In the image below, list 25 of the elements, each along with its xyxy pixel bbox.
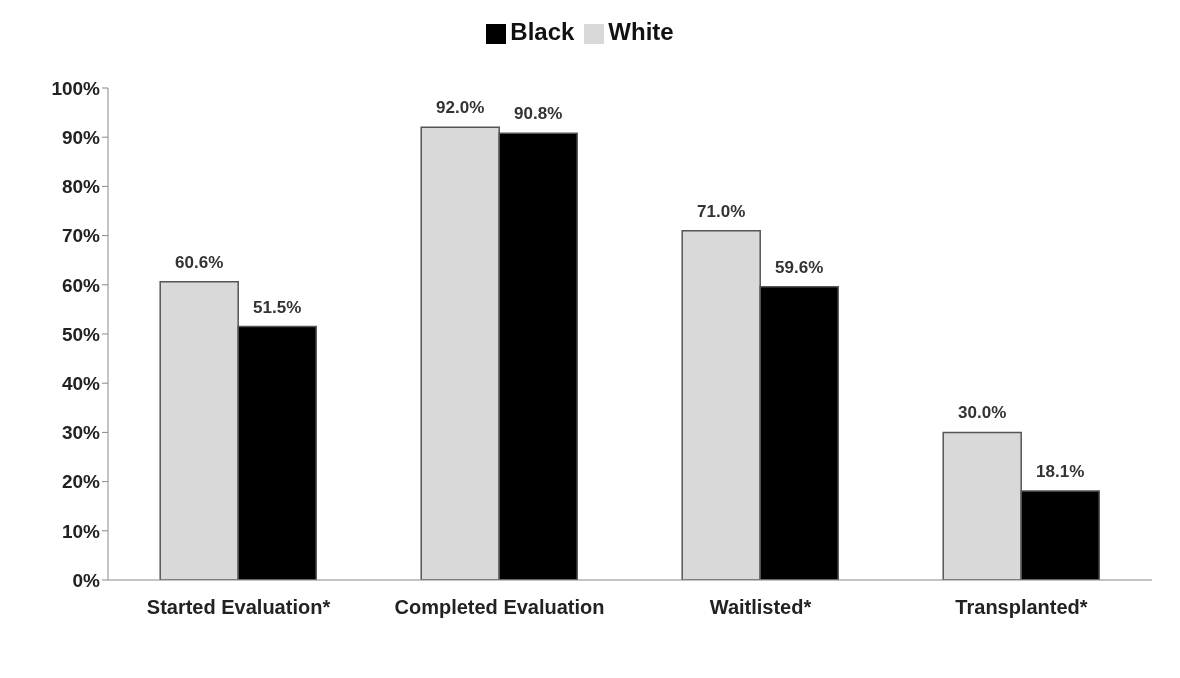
x-tick-label: Waitlisted* — [709, 596, 812, 619]
data-label: 71.0% — [697, 201, 746, 221]
data-label: 30.0% — [958, 403, 1007, 423]
data-label: 90.8% — [514, 104, 563, 124]
y-tick-label: 60% — [61, 274, 101, 296]
y-tick-label: 40% — [61, 372, 101, 394]
legend-label: Black — [510, 18, 575, 45]
y-tick-label: 10% — [61, 520, 101, 542]
y-tick-label: 70% — [61, 225, 101, 247]
data-label: 18.1% — [1036, 461, 1085, 481]
y-tick-label: 50% — [61, 323, 101, 345]
data-label: 60.6% — [175, 252, 224, 272]
x-tick-label: Completed Evaluation — [394, 596, 605, 619]
y-tick-label: 100% — [51, 77, 101, 99]
y-tick-label: 90% — [61, 126, 101, 148]
data-label: 59.6% — [775, 257, 824, 277]
x-tick-label: Started Evaluation* — [146, 596, 331, 619]
data-label: 92.0% — [436, 98, 485, 118]
y-tick-label: 80% — [61, 176, 101, 198]
legend-label: White — [608, 18, 674, 45]
x-tick-label: Transplanted* — [955, 596, 1088, 619]
y-tick-label: 30% — [61, 422, 101, 444]
y-tick-label: 20% — [61, 471, 101, 493]
data-label: 51.5% — [253, 297, 302, 317]
y-tick-label: 0% — [72, 569, 101, 591]
